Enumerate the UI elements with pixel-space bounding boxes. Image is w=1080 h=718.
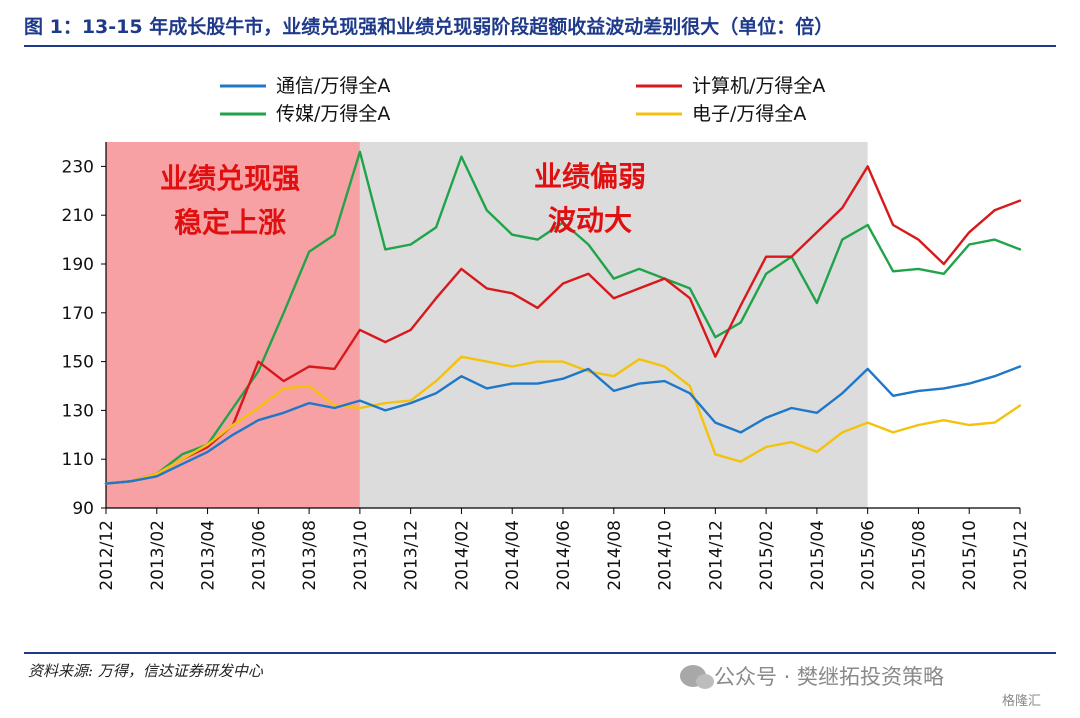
region-label-2-1: 业绩偏弱 — [534, 160, 646, 193]
x-tick-label: 2014/08 — [605, 520, 625, 591]
series-line-3 — [104, 150, 1022, 485]
x-tick-label: 2013/02 — [148, 520, 168, 591]
region-label-1-1: 业绩兑现强 — [160, 162, 300, 195]
x-tick-label: 2015/02 — [757, 520, 777, 591]
x-tick-label: 2015/08 — [909, 520, 929, 591]
x-tick-label: 2012/12 — [97, 520, 117, 591]
y-tick-label: 90 — [72, 499, 94, 519]
x-tick-label: 2013/06 — [249, 520, 269, 591]
x-tick-label: 2013/10 — [351, 520, 371, 591]
legend-label-1: 通信/万得全A — [276, 75, 390, 97]
x-tick-label: 2015/06 — [859, 520, 879, 591]
watermark-2: 格隆汇 — [1002, 694, 1042, 709]
y-tick-label: 190 — [62, 255, 94, 275]
x-tick-label: 2014/02 — [452, 520, 472, 591]
series-line-4 — [104, 355, 1022, 485]
series-line-2 — [104, 165, 1022, 485]
x-tick-label: 2013/12 — [402, 520, 422, 591]
y-tick-label: 230 — [62, 157, 94, 177]
x-tick-label: 2013/08 — [300, 520, 320, 591]
x-tick-label: 2014/06 — [554, 520, 574, 591]
chart-legend: 通信/万得全A 计算机/万得全A 传媒/万得全A 电子/万得全A — [220, 75, 825, 125]
chart-axes: 90 110 130 150 170 190 210 230 2012/12 2013/02 201… — [62, 142, 1031, 591]
x-tick-label: 2015/04 — [808, 520, 828, 591]
x-tick-label: 2013/04 — [199, 520, 219, 591]
wechat-icon — [680, 665, 714, 689]
x-tick-label: 2015/10 — [960, 520, 980, 591]
region-label-1-2: 稳定上涨 — [174, 206, 286, 239]
legend-label-2: 计算机/万得全A — [692, 75, 825, 97]
y-tick-label: 170 — [62, 304, 94, 324]
y-tick-label: 130 — [62, 401, 94, 421]
y-tick-label: 110 — [62, 450, 94, 470]
x-tick-label: 2014/04 — [503, 520, 523, 591]
legend-label-4: 电子/万得全A — [692, 103, 806, 125]
region-1 — [106, 142, 360, 508]
legend-label-3: 传媒/万得全A — [276, 103, 390, 125]
title-rule — [24, 45, 1056, 47]
y-tick-label: 210 — [62, 206, 94, 226]
watermark: 公众号 · 樊继拓投资策略 — [680, 661, 944, 691]
y-tick-label: 150 — [62, 353, 94, 373]
region-2 — [359, 142, 868, 508]
x-tick-label: 2015/12 — [1011, 520, 1031, 591]
x-tick-label: 2014/12 — [706, 520, 726, 591]
source-note: 资料来源: 万得，信达证券研发中心 — [28, 662, 263, 680]
region-label-2-2: 波动大 — [548, 204, 632, 237]
chart-series — [104, 150, 1022, 485]
footer-rule — [24, 652, 1056, 654]
chart: 90 110 130 150 170 190 210 230 2012/12 2013/02 201… — [62, 75, 1031, 591]
x-tick-label: 2014/10 — [656, 520, 676, 591]
series-line-1 — [104, 365, 1022, 485]
watermark-text: 公众号 · 樊继拓投资策略 — [714, 665, 945, 689]
figure-title: 图 1：13-15 年成长股牛市，业绩兑现强和业绩兑现弱阶段超额收益波动差别很大… — [24, 16, 834, 38]
